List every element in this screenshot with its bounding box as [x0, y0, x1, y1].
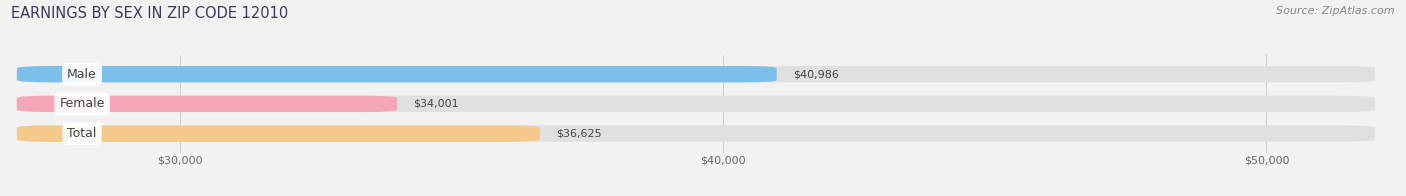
Text: EARNINGS BY SEX IN ZIP CODE 12010: EARNINGS BY SEX IN ZIP CODE 12010 [11, 6, 288, 21]
Text: Female: Female [59, 97, 105, 110]
Text: $40,986: $40,986 [793, 69, 839, 79]
Text: $34,001: $34,001 [413, 99, 460, 109]
Text: $36,625: $36,625 [557, 129, 602, 139]
FancyBboxPatch shape [17, 66, 776, 82]
FancyBboxPatch shape [17, 125, 1375, 142]
Text: Source: ZipAtlas.com: Source: ZipAtlas.com [1277, 6, 1395, 16]
Text: Total: Total [67, 127, 97, 140]
FancyBboxPatch shape [17, 96, 398, 112]
FancyBboxPatch shape [17, 125, 540, 142]
FancyBboxPatch shape [17, 96, 1375, 112]
Text: Male: Male [67, 68, 97, 81]
FancyBboxPatch shape [17, 66, 1375, 82]
